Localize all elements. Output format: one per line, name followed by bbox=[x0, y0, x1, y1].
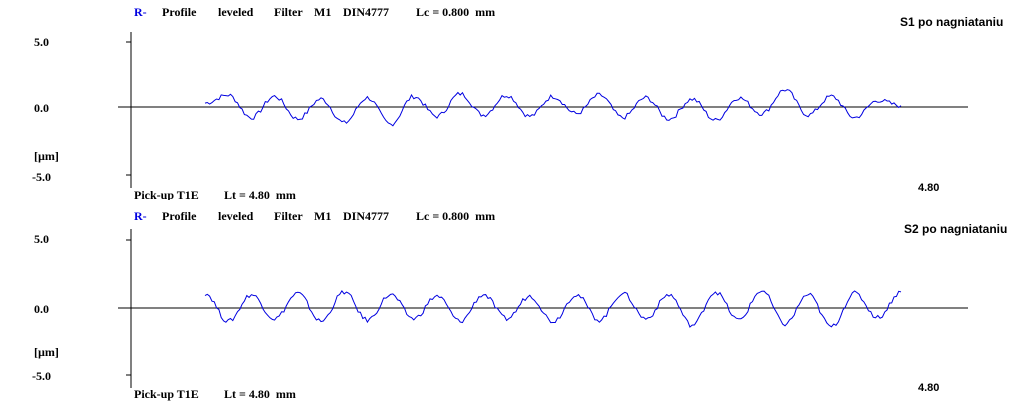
ytick-label-5: 5.0 bbox=[34, 35, 49, 49]
header-prefix: R- bbox=[134, 209, 147, 223]
header-filter-type: M1 bbox=[314, 5, 331, 19]
profile-chart-s1: R- Profile leveled Filter M1 DIN4777 Lc … bbox=[0, 0, 1011, 200]
ytick-label-neg5: -5.0 bbox=[32, 369, 51, 383]
header-standard: DIN4777 bbox=[343, 209, 389, 223]
header-leveled: leveled bbox=[218, 209, 254, 223]
header-standard: DIN4777 bbox=[343, 5, 389, 19]
yunit-label: [µm] bbox=[34, 149, 59, 163]
header-prefix: R- bbox=[134, 5, 147, 19]
pickup-label: Pick-up T1E bbox=[134, 387, 199, 401]
pickup-label: Pick-up T1E bbox=[134, 188, 199, 200]
ytick-label-0: 0.0 bbox=[34, 101, 49, 115]
chart-svg-s2: R- Profile leveled Filter M1 DIN4777 Lc … bbox=[32, 209, 1007, 401]
header-filter-type: M1 bbox=[314, 209, 331, 223]
header-profile: Profile bbox=[162, 209, 197, 223]
sample-label: S1 po nagniataniu bbox=[900, 15, 1003, 29]
profile-line bbox=[204, 290, 902, 328]
header-lc: Lc = 0.800 mm bbox=[416, 5, 495, 19]
header-leveled: leveled bbox=[218, 5, 254, 19]
lt-label: Lt = 4.80 mm bbox=[224, 188, 296, 200]
chart-svg-s1: R- Profile leveled Filter M1 DIN4777 Lc … bbox=[32, 5, 1003, 200]
header-filter: Filter bbox=[274, 5, 303, 19]
end-label: 4.80 bbox=[918, 182, 939, 194]
sample-label: S2 po nagniataniu bbox=[904, 222, 1007, 236]
ytick-label-5: 5.0 bbox=[34, 232, 49, 246]
yunit-label: [µm] bbox=[34, 345, 59, 359]
ytick-label-neg5: -5.0 bbox=[32, 170, 51, 184]
lt-label: Lt = 4.80 mm bbox=[224, 387, 296, 401]
profile-chart-s2: R- Profile leveled Filter M1 DIN4777 Lc … bbox=[0, 203, 1011, 403]
header-lc: Lc = 0.800 mm bbox=[416, 209, 495, 223]
ytick-label-0: 0.0 bbox=[34, 302, 49, 316]
header-profile: Profile bbox=[162, 5, 197, 19]
header-filter: Filter bbox=[274, 209, 303, 223]
end-label: 4.80 bbox=[918, 382, 939, 394]
profile-line bbox=[204, 89, 902, 127]
